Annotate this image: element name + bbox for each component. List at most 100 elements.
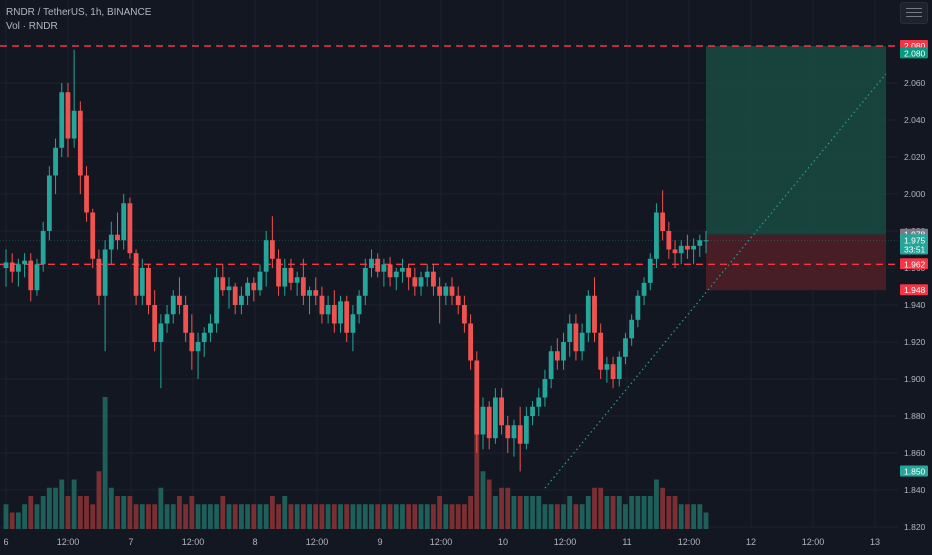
candle-body: [307, 290, 312, 296]
candle-body: [542, 379, 548, 398]
candle: [431, 264, 436, 296]
volume-bar: [331, 504, 337, 529]
volume-bar: [183, 504, 189, 529]
volume-indicator-label[interactable]: Vol · RNDR: [6, 21, 58, 32]
time-tick-label: 12:00: [554, 537, 577, 547]
candle: [257, 264, 263, 296]
volume-bar: [431, 504, 436, 529]
candle-body: [424, 271, 430, 278]
candle-body: [523, 416, 529, 444]
candle: [604, 356, 610, 383]
volume-bar: [245, 504, 250, 529]
price-marker: 1.850: [900, 465, 928, 477]
volume-bar: [672, 496, 678, 529]
candle: [9, 253, 15, 283]
volume-bar: [561, 504, 566, 529]
candle-body: [610, 364, 616, 379]
volume-bar: [567, 496, 573, 529]
volume-bar: [703, 512, 709, 529]
time-tick-label: 12:00: [57, 537, 80, 547]
candle: [610, 356, 616, 389]
time-tick-label: 8: [252, 537, 257, 547]
candle: [381, 258, 387, 287]
volume-bar: [604, 496, 610, 529]
candle: [492, 388, 498, 444]
volume-bar: [9, 512, 15, 529]
candle-body: [220, 277, 226, 291]
candle: [325, 295, 331, 324]
candle: [629, 314, 635, 346]
candle-body: [22, 260, 27, 265]
candle-body: [486, 406, 492, 439]
candle-body: [672, 249, 678, 254]
candle-body: [133, 253, 139, 296]
candle-body: [387, 264, 393, 278]
toolbar-toggle-icon[interactable]: [900, 2, 928, 24]
volume-bar: [462, 504, 467, 529]
volume-bar: [177, 496, 182, 529]
candle: [90, 208, 96, 268]
candle-body: [108, 234, 114, 250]
candle-body: [226, 286, 232, 291]
candle: [201, 327, 207, 357]
candle-body: [344, 301, 350, 333]
symbol-info[interactable]: RNDR / TetherUS, 1h, BINANCE: [6, 7, 152, 18]
price-axis: 2.0602.0402.0202.0001.9801.9601.9401.920…: [898, 0, 932, 550]
candle: [579, 323, 585, 361]
candle: [183, 295, 189, 342]
time-axis-bg: [0, 532, 932, 550]
candle-body: [356, 295, 362, 315]
volume-bar: [369, 504, 374, 529]
candle-body: [647, 258, 653, 283]
price-tick-label: 2.000: [904, 189, 926, 199]
candle: [685, 234, 690, 259]
candle-body: [443, 286, 449, 296]
candle-body: [375, 258, 381, 272]
candle-body: [15, 264, 21, 272]
volume-bar: [412, 504, 418, 529]
time-tick-label: 12:00: [678, 537, 701, 547]
time-tick-label: 12:00: [802, 537, 825, 547]
volume-bar: [592, 487, 597, 529]
price-marker-bg: [900, 47, 928, 59]
candle-body: [115, 234, 120, 241]
volume-bar: [424, 504, 430, 529]
candle: [28, 253, 34, 302]
price-tick-label: 1.880: [904, 411, 926, 421]
price-marker-bg: [900, 258, 928, 270]
volume-bar: [406, 504, 412, 529]
volume-bar: [474, 405, 480, 529]
candle: [65, 83, 71, 157]
time-tick-label: 13: [870, 537, 880, 547]
price-marker-label: 1.962: [904, 259, 926, 269]
candle: [307, 286, 312, 315]
volume-bar: [492, 496, 498, 529]
candle: [623, 332, 628, 365]
candle-body: [530, 406, 535, 416]
volume-bar: [28, 496, 34, 529]
candle: [412, 268, 418, 296]
volume-bar: [530, 496, 535, 529]
candle: [406, 264, 412, 291]
candle: [486, 401, 492, 450]
candle: [146, 264, 151, 315]
time-tick-label: 6: [3, 537, 8, 547]
candle-body: [579, 332, 585, 352]
volume-bar: [263, 504, 269, 529]
volume-bar: [629, 496, 635, 529]
candle-body: [46, 175, 52, 231]
price-tick-label: 1.820: [904, 522, 926, 532]
candle: [251, 277, 257, 302]
candle-body: [418, 277, 424, 287]
candle-body: [604, 364, 610, 370]
candle-body: [697, 240, 703, 246]
candle: [548, 345, 554, 389]
candle: [660, 190, 666, 241]
volume-bar: [77, 496, 83, 529]
volume-bar: [40, 496, 46, 529]
candle: [139, 258, 145, 305]
volume-bar: [647, 496, 653, 529]
candle-body: [139, 268, 145, 296]
